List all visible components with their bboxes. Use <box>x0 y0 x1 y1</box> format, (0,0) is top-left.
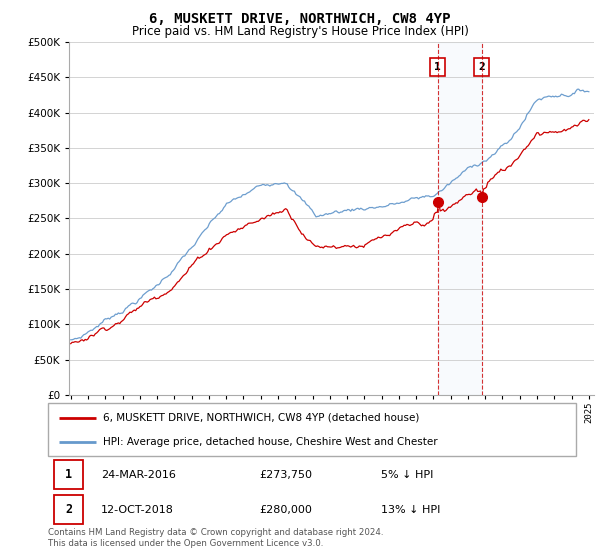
Text: 13% ↓ HPI: 13% ↓ HPI <box>380 505 440 515</box>
Text: 6, MUSKETT DRIVE, NORTHWICH, CW8 4YP (detached house): 6, MUSKETT DRIVE, NORTHWICH, CW8 4YP (de… <box>103 413 420 423</box>
Text: £280,000: £280,000 <box>259 505 312 515</box>
Text: 6, MUSKETT DRIVE, NORTHWICH, CW8 4YP: 6, MUSKETT DRIVE, NORTHWICH, CW8 4YP <box>149 12 451 26</box>
Text: 24-MAR-2016: 24-MAR-2016 <box>101 470 176 479</box>
Text: 1: 1 <box>434 62 441 72</box>
FancyBboxPatch shape <box>55 495 83 524</box>
Text: 12-OCT-2018: 12-OCT-2018 <box>101 505 173 515</box>
Text: £273,750: £273,750 <box>259 470 312 479</box>
Text: Price paid vs. HM Land Registry's House Price Index (HPI): Price paid vs. HM Land Registry's House … <box>131 25 469 38</box>
Text: 5% ↓ HPI: 5% ↓ HPI <box>380 470 433 479</box>
FancyBboxPatch shape <box>55 460 83 489</box>
FancyBboxPatch shape <box>48 403 576 456</box>
Bar <box>438 42 482 395</box>
Text: 1: 1 <box>65 468 73 481</box>
Text: 2: 2 <box>478 62 485 72</box>
Text: HPI: Average price, detached house, Cheshire West and Chester: HPI: Average price, detached house, Ches… <box>103 437 438 447</box>
Text: 2: 2 <box>65 503 73 516</box>
Text: Contains HM Land Registry data © Crown copyright and database right 2024.
This d: Contains HM Land Registry data © Crown c… <box>48 528 383 548</box>
